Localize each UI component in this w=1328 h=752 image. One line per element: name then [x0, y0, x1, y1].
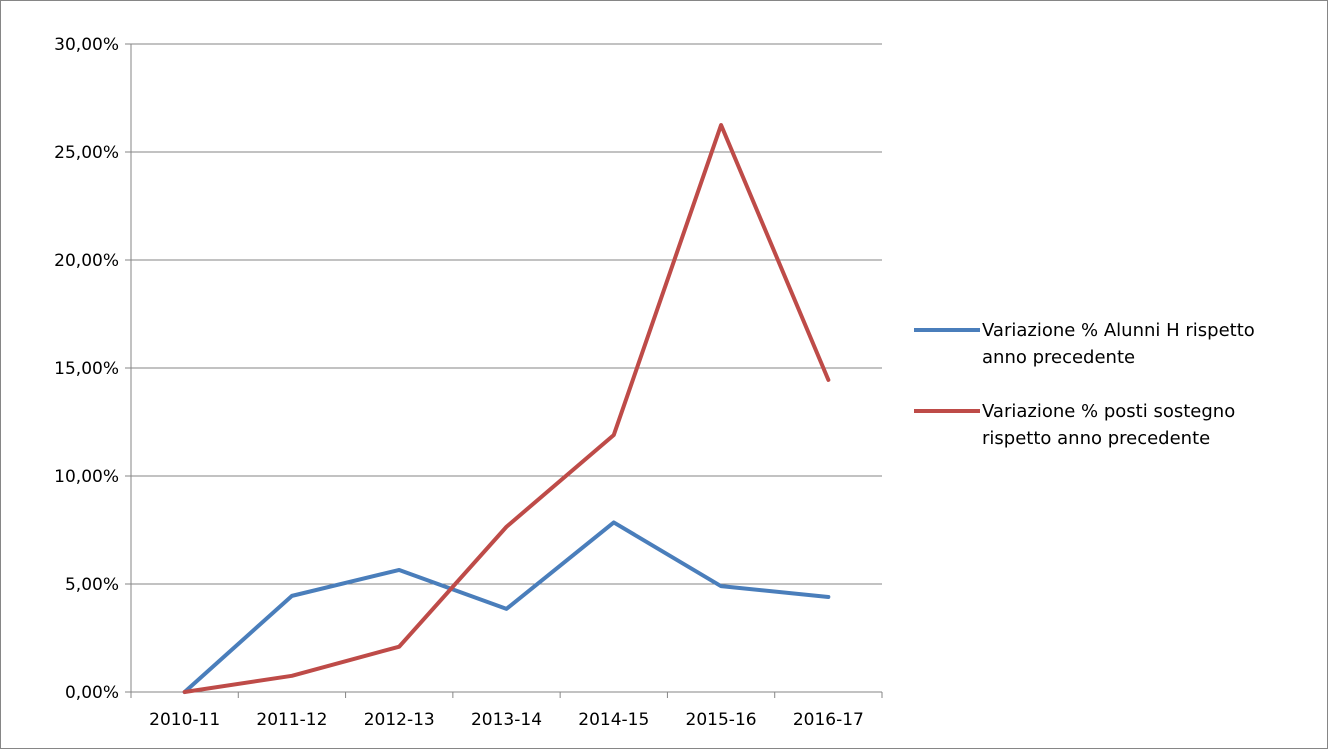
x-tick-label: 2012-13 [364, 710, 435, 730]
legend-label-2: rispetto anno precedente [982, 428, 1210, 449]
series-line-2 [182, 123, 831, 694]
y-tick-label: 10,00% [54, 467, 119, 487]
y-tick-labels: 0,00% 5,00% 10,00% 15,00% 20,00% 25,00% 30,00% [54, 35, 119, 703]
x-tick-label: 2016-17 [793, 710, 864, 730]
x-tick-label: 2010-11 [149, 710, 220, 730]
y-tick-label: 15,00% [54, 359, 119, 379]
y-tick-label: 0,00% [65, 683, 119, 703]
y-tick-label: 20,00% [54, 251, 119, 271]
x-tick-labels: 2010-11 2011-12 2012-13 2013-14 2014-15 2015-… [149, 710, 864, 730]
series-line-1 [182, 520, 831, 694]
x-tick-label: 2013-14 [471, 710, 542, 730]
grid-lines [131, 43, 882, 585]
x-tick-label: 2014-15 [578, 710, 649, 730]
x-tick-label: 2011-12 [256, 710, 327, 730]
series-lines [182, 123, 831, 694]
legend-label-2: Variazione % posti sostegno [982, 401, 1235, 422]
x-tick-label: 2015-16 [686, 710, 757, 730]
y-tick-label: 5,00% [65, 575, 119, 595]
legend: Variazione % Alunni H rispetto anno prece… [914, 320, 1255, 449]
legend-label-1: anno precedente [982, 347, 1135, 368]
y-tick-label: 25,00% [54, 143, 119, 163]
y-tick-label: 30,00% [54, 35, 119, 55]
legend-label-1: Variazione % Alunni H rispetto [982, 320, 1255, 341]
axes [125, 43, 883, 698]
